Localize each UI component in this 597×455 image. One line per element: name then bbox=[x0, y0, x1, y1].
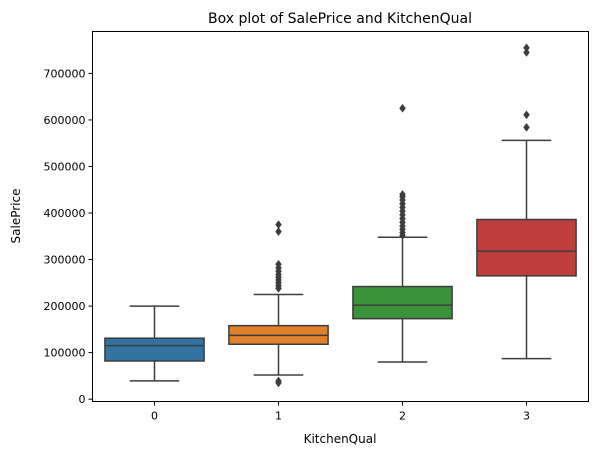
y-tick-label: 300000 bbox=[44, 254, 86, 267]
axes-frame bbox=[92, 31, 589, 402]
box-iqr bbox=[476, 218, 577, 277]
outlier-point bbox=[523, 122, 530, 132]
outlier-point bbox=[275, 376, 282, 386]
outlier-point bbox=[399, 189, 406, 199]
y-tick-label: 600000 bbox=[44, 114, 86, 127]
x-tick-label: 0 bbox=[151, 410, 158, 423]
x-tick-label: 3 bbox=[523, 410, 530, 423]
chart-title: Box plot of SalePrice and KitchenQual bbox=[208, 11, 472, 27]
y-tick-label: 500000 bbox=[44, 160, 86, 173]
x-tick-label: 2 bbox=[399, 410, 406, 423]
outlier-point bbox=[275, 220, 282, 230]
box-group-2 bbox=[352, 103, 453, 363]
y-tick-label: 100000 bbox=[44, 347, 86, 360]
outlier-point bbox=[523, 110, 530, 120]
box-group-0 bbox=[104, 305, 205, 382]
x-axis-label: KitchenQual bbox=[304, 432, 377, 446]
outlier-point bbox=[523, 48, 530, 57]
box-iqr bbox=[104, 337, 205, 362]
outlier-point bbox=[399, 103, 406, 113]
y-tick-label: 200000 bbox=[44, 300, 86, 313]
plot-area bbox=[88, 43, 577, 406]
box-group-3 bbox=[476, 43, 577, 360]
y-tick-label: 0 bbox=[79, 393, 86, 406]
box-iqr bbox=[352, 285, 453, 320]
outlier-point bbox=[275, 227, 282, 237]
x-tick-label: 1 bbox=[275, 410, 282, 423]
outlier-point bbox=[523, 43, 530, 53]
outlier-point bbox=[275, 259, 282, 269]
y-axis-label: SalePrice bbox=[9, 189, 23, 244]
box-group-1 bbox=[228, 220, 329, 388]
y-tick-label: 400000 bbox=[44, 207, 86, 220]
y-tick-label: 700000 bbox=[44, 67, 86, 80]
